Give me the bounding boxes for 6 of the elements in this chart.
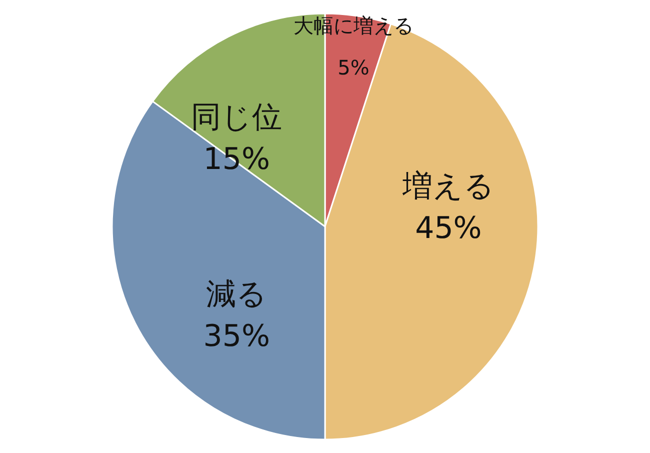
slice-label: 減る (206, 276, 268, 312)
slice-label: 増える (401, 168, 494, 204)
data-label: 45% (415, 210, 482, 246)
data-label: 5% (338, 56, 370, 80)
slice-label: 同じ位 (191, 100, 282, 136)
data-label: 35% (203, 318, 270, 354)
